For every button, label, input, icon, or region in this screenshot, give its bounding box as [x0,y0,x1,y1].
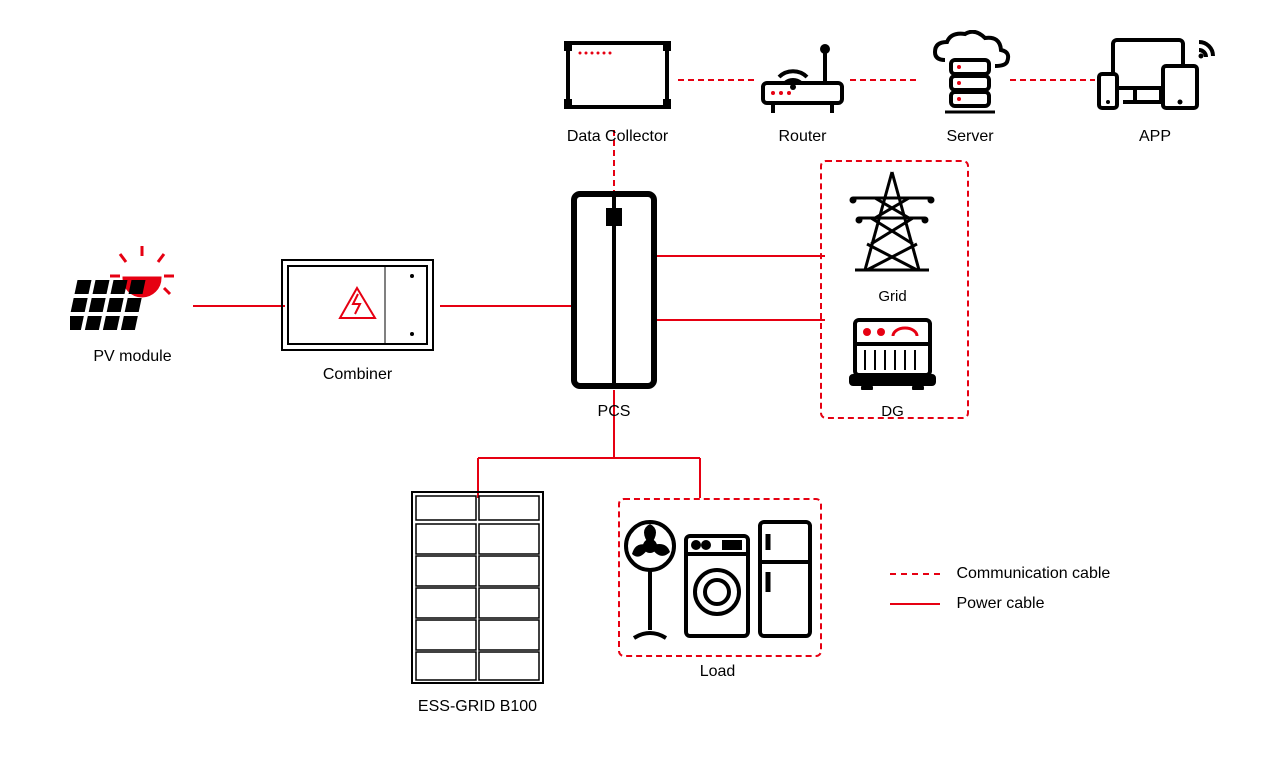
grid-node: Grid [845,170,940,305]
app-label: APP [1095,128,1215,146]
router-node: Router [755,35,850,146]
grid-label: Grid [845,288,940,305]
legend-comm-label: Communication cable [956,565,1110,582]
load-node: Load [620,510,815,681]
combiner-label: Combiner [280,366,435,384]
server-label: Server [925,128,1015,146]
pv-module-node: PV module [70,240,195,366]
data-collector-node: Data Collector [560,35,675,146]
ess-label: ESS-GRID B100 [410,698,545,716]
ess-node: ESS-GRID B100 [410,490,545,716]
pcs-node: PCS [570,190,658,421]
legend-power-label: Power cable [956,595,1044,612]
legend-power: Power cable [890,595,1045,613]
legend-comm: Communication cable [890,565,1110,583]
data-collector-label: Data Collector [560,128,675,146]
load-label: Load [620,663,815,681]
combiner-node: Combiner [280,248,435,384]
pcs-label: PCS [570,403,658,421]
app-node: APP [1095,30,1215,146]
router-label: Router [755,128,850,146]
server-node: Server [925,30,1015,146]
dg-node: DG [845,310,940,420]
dg-label: DG [845,403,940,420]
pv-module-label: PV module [70,348,195,366]
